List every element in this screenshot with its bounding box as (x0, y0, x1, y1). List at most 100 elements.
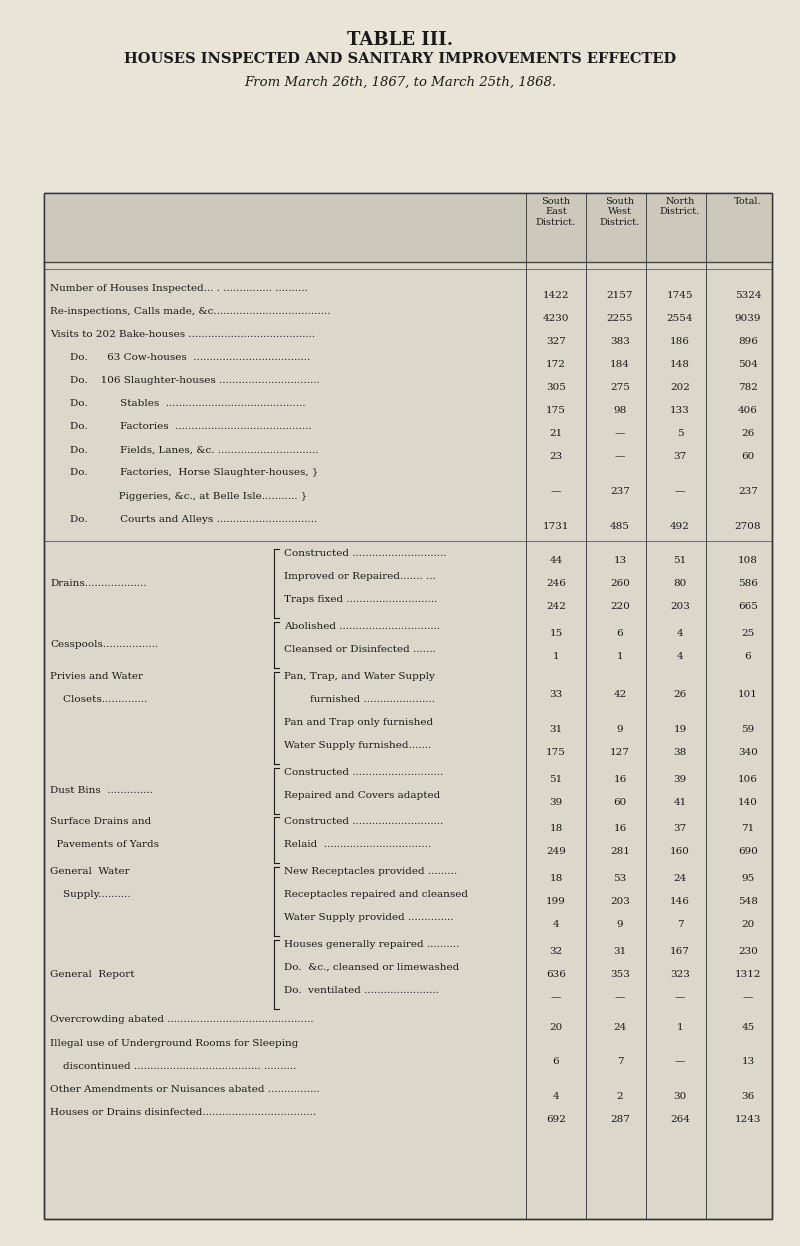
Text: discontinued ....................................... ..........: discontinued ...........................… (50, 1062, 297, 1070)
Text: —: — (675, 993, 685, 1002)
Text: 18: 18 (550, 875, 562, 883)
Text: 26: 26 (742, 430, 754, 439)
Text: Cesspools.................: Cesspools................. (50, 640, 158, 649)
Text: 406: 406 (738, 406, 758, 415)
Text: 24: 24 (614, 1023, 626, 1032)
Text: 60: 60 (742, 452, 754, 461)
Text: 26: 26 (674, 690, 686, 699)
Text: 172: 172 (546, 360, 566, 369)
Text: 896: 896 (738, 338, 758, 346)
Bar (44, 193, 772, 262)
Text: Privies and Water: Privies and Water (50, 672, 143, 680)
Text: 175: 175 (546, 406, 566, 415)
Text: 260: 260 (610, 579, 630, 588)
Text: 30: 30 (674, 1091, 686, 1100)
Text: 175: 175 (546, 748, 566, 756)
Bar (44, 193, 772, 1219)
Text: TABLE III.: TABLE III. (347, 31, 453, 49)
Text: —: — (551, 993, 561, 1002)
Text: Constructed .............................: Constructed ............................… (284, 548, 446, 558)
Text: 42: 42 (614, 690, 626, 699)
Text: —: — (743, 993, 753, 1002)
Text: 237: 237 (610, 487, 630, 496)
Text: 203: 203 (670, 602, 690, 611)
Text: —: — (551, 487, 561, 496)
Text: 71: 71 (742, 825, 754, 834)
Text: 383: 383 (610, 338, 630, 346)
Text: 101: 101 (738, 690, 758, 699)
Text: 186: 186 (670, 338, 690, 346)
Text: 20: 20 (550, 1023, 562, 1032)
Text: 2708: 2708 (734, 522, 762, 531)
Text: 36: 36 (742, 1091, 754, 1100)
Text: 237: 237 (738, 487, 758, 496)
Text: Relaid  .................................: Relaid ................................. (284, 840, 431, 850)
Text: Pan and Trap only furnished: Pan and Trap only furnished (284, 718, 433, 726)
Text: Water Supply provided ..............: Water Supply provided .............. (284, 913, 454, 922)
Text: Total.: Total. (734, 197, 762, 206)
Text: 25: 25 (742, 629, 754, 638)
Text: 4: 4 (677, 652, 683, 660)
Text: Do.          Fields, Lanes, &c. ...............................: Do. Fields, Lanes, &c. .................… (70, 445, 319, 455)
Text: Do.          Factories,  Horse Slaughter-houses, }: Do. Factories, Horse Slaughter-houses, } (70, 468, 318, 477)
Text: Re-inspections, Calls made, &c....................................: Re-inspections, Calls made, &c..........… (50, 307, 330, 316)
Text: 7: 7 (677, 921, 683, 930)
Text: Repaired and Covers adapted: Repaired and Covers adapted (284, 790, 440, 800)
Text: 1: 1 (553, 652, 559, 660)
Text: 287: 287 (610, 1115, 630, 1124)
Text: Houses generally repaired ..........: Houses generally repaired .......... (284, 939, 459, 949)
Text: 1243: 1243 (734, 1115, 762, 1124)
Text: 53: 53 (614, 875, 626, 883)
Text: North
District.: North District. (660, 197, 700, 217)
Text: 160: 160 (670, 847, 690, 856)
Text: 37: 37 (674, 825, 686, 834)
Text: 140: 140 (738, 797, 758, 806)
Text: 41: 41 (674, 797, 686, 806)
Text: 323: 323 (670, 971, 690, 979)
Text: 220: 220 (610, 602, 630, 611)
Text: 15: 15 (550, 629, 562, 638)
Text: 203: 203 (610, 897, 630, 906)
Text: General  Water: General Water (50, 867, 130, 876)
Text: 7: 7 (617, 1057, 623, 1067)
Bar (44, 193, 772, 1219)
Text: 492: 492 (670, 522, 690, 531)
Text: 230: 230 (738, 947, 758, 956)
Text: HOUSES INSPECTED AND SANITARY IMPROVEMENTS EFFECTED: HOUSES INSPECTED AND SANITARY IMPROVEMEN… (124, 52, 676, 66)
Text: 6: 6 (745, 652, 751, 660)
Text: —: — (675, 487, 685, 496)
Text: Houses or Drains disinfected...................................: Houses or Drains disinfected............… (50, 1108, 317, 1116)
Text: Drains...................: Drains................... (50, 579, 147, 588)
Text: 305: 305 (546, 384, 566, 392)
Text: Closets..............: Closets.............. (50, 694, 148, 704)
Text: 5324: 5324 (734, 292, 762, 300)
Text: 37: 37 (674, 452, 686, 461)
Text: 32: 32 (550, 947, 562, 956)
Text: Water Supply furnished.......: Water Supply furnished....... (284, 740, 431, 750)
Text: 202: 202 (670, 384, 690, 392)
Text: 782: 782 (738, 384, 758, 392)
Text: 38: 38 (674, 748, 686, 756)
Text: Do.  &c., cleansed or limewashed: Do. &c., cleansed or limewashed (284, 963, 459, 972)
Text: 106: 106 (738, 775, 758, 784)
Text: 19: 19 (674, 725, 686, 734)
Text: New Receptacles provided .........: New Receptacles provided ......... (284, 867, 457, 876)
Text: 13: 13 (614, 556, 626, 564)
Text: 340: 340 (738, 748, 758, 756)
Text: Other Amendments or Nuisances abated ................: Other Amendments or Nuisances abated ...… (50, 1084, 320, 1094)
Text: 6: 6 (617, 629, 623, 638)
Text: Traps fixed ............................: Traps fixed ............................ (284, 594, 438, 604)
Text: 16: 16 (614, 775, 626, 784)
Text: Overcrowding abated .............................................: Overcrowding abated ....................… (50, 1015, 314, 1024)
Text: Cleansed or Disinfected .......: Cleansed or Disinfected ....... (284, 644, 436, 654)
Text: 2554: 2554 (666, 314, 694, 323)
Text: 45: 45 (742, 1023, 754, 1032)
Text: South
West
District.: South West District. (600, 197, 640, 227)
Text: 246: 246 (546, 579, 566, 588)
Text: 1312: 1312 (734, 971, 762, 979)
Text: 39: 39 (550, 797, 562, 806)
Text: 108: 108 (738, 556, 758, 564)
Text: Pan, Trap, and Water Supply: Pan, Trap, and Water Supply (284, 672, 435, 680)
Text: 275: 275 (610, 384, 630, 392)
Text: Do.          Factories  ..........................................: Do. Factories ..........................… (70, 422, 312, 431)
